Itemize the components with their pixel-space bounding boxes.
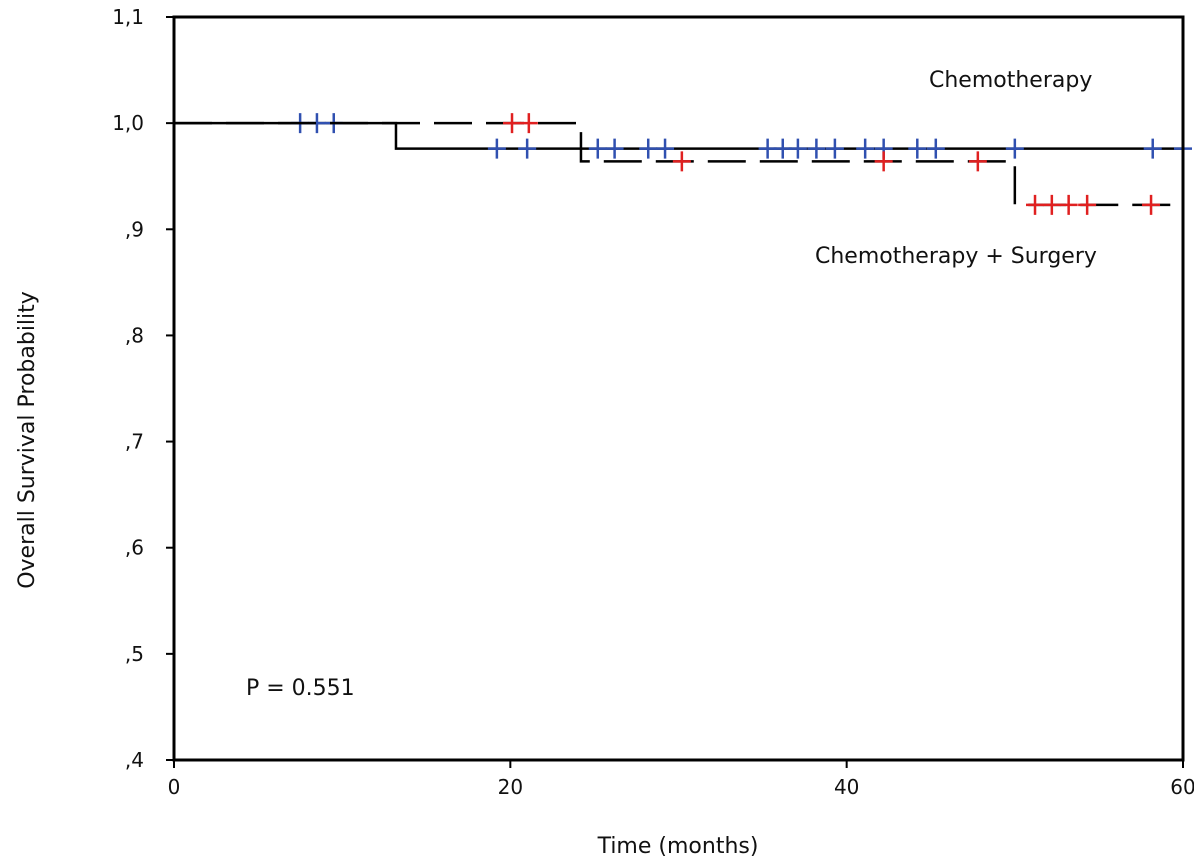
series-line-chemotherapy — [174, 121, 1183, 150]
y-tick-label: ,6 — [125, 536, 144, 560]
censor-mark — [487, 138, 506, 159]
y-tick-label: 1,0 — [112, 111, 144, 135]
series-line-chemotherapy-surgery — [174, 121, 1183, 207]
censor-mark — [874, 151, 893, 172]
y-tick-label: 1,1 — [112, 5, 144, 29]
censor-mark — [1078, 194, 1097, 215]
y-tick-label: ,7 — [125, 430, 144, 454]
censor-mark — [672, 151, 691, 172]
x-axis-ticks: 0 20 40 60 — [168, 760, 1194, 799]
censor-mark — [1026, 194, 1045, 215]
x-tick-label: 20 — [498, 775, 523, 799]
y-axis-ticks: ,4 ,5 ,6 ,7 ,8 ,9 1,0 1,1 — [112, 5, 174, 772]
x-axis-title: Time (months) — [597, 834, 759, 859]
series-layer — [174, 113, 1192, 215]
censor-mark — [588, 138, 607, 159]
y-tick-label: ,8 — [125, 323, 144, 347]
censor-mark — [1059, 194, 1078, 215]
y-tick-label: ,9 — [125, 217, 144, 241]
x-tick-label: 40 — [834, 775, 859, 799]
censor-mark — [1143, 138, 1162, 159]
series-label-chemotherapy-surgery: Chemotherapy + Surgery — [815, 244, 1097, 269]
censor-mark — [639, 138, 658, 159]
y-tick-label: ,4 — [125, 748, 144, 772]
series-label-chemotherapy: Chemotherapy — [929, 68, 1092, 93]
censor-mark — [605, 138, 624, 159]
censor-mark — [1042, 194, 1061, 215]
p-value-annotation: P = 0.551 — [246, 676, 355, 701]
censor-mark — [1142, 194, 1161, 215]
censor-mark — [788, 138, 807, 159]
plot-frame — [172, 15, 1185, 762]
censor-mark — [1005, 138, 1024, 159]
censor-mark — [926, 138, 945, 159]
censor-mark — [758, 138, 777, 159]
x-tick-label: 0 — [168, 775, 181, 799]
censor-mark — [968, 151, 987, 172]
censor-mark — [519, 113, 538, 134]
censor-mark — [773, 138, 792, 159]
y-tick-label: ,5 — [125, 642, 144, 666]
x-tick-label: 60 — [1170, 775, 1194, 799]
censor-mark — [503, 113, 522, 134]
censor-mark — [856, 138, 875, 159]
censor-mark — [825, 138, 844, 159]
censor-mark — [807, 138, 826, 159]
censor-mark — [518, 138, 537, 159]
censor-mark — [656, 138, 675, 159]
censor-mark — [908, 138, 927, 159]
y-axis-title: Overall Survival Probability — [15, 291, 40, 589]
